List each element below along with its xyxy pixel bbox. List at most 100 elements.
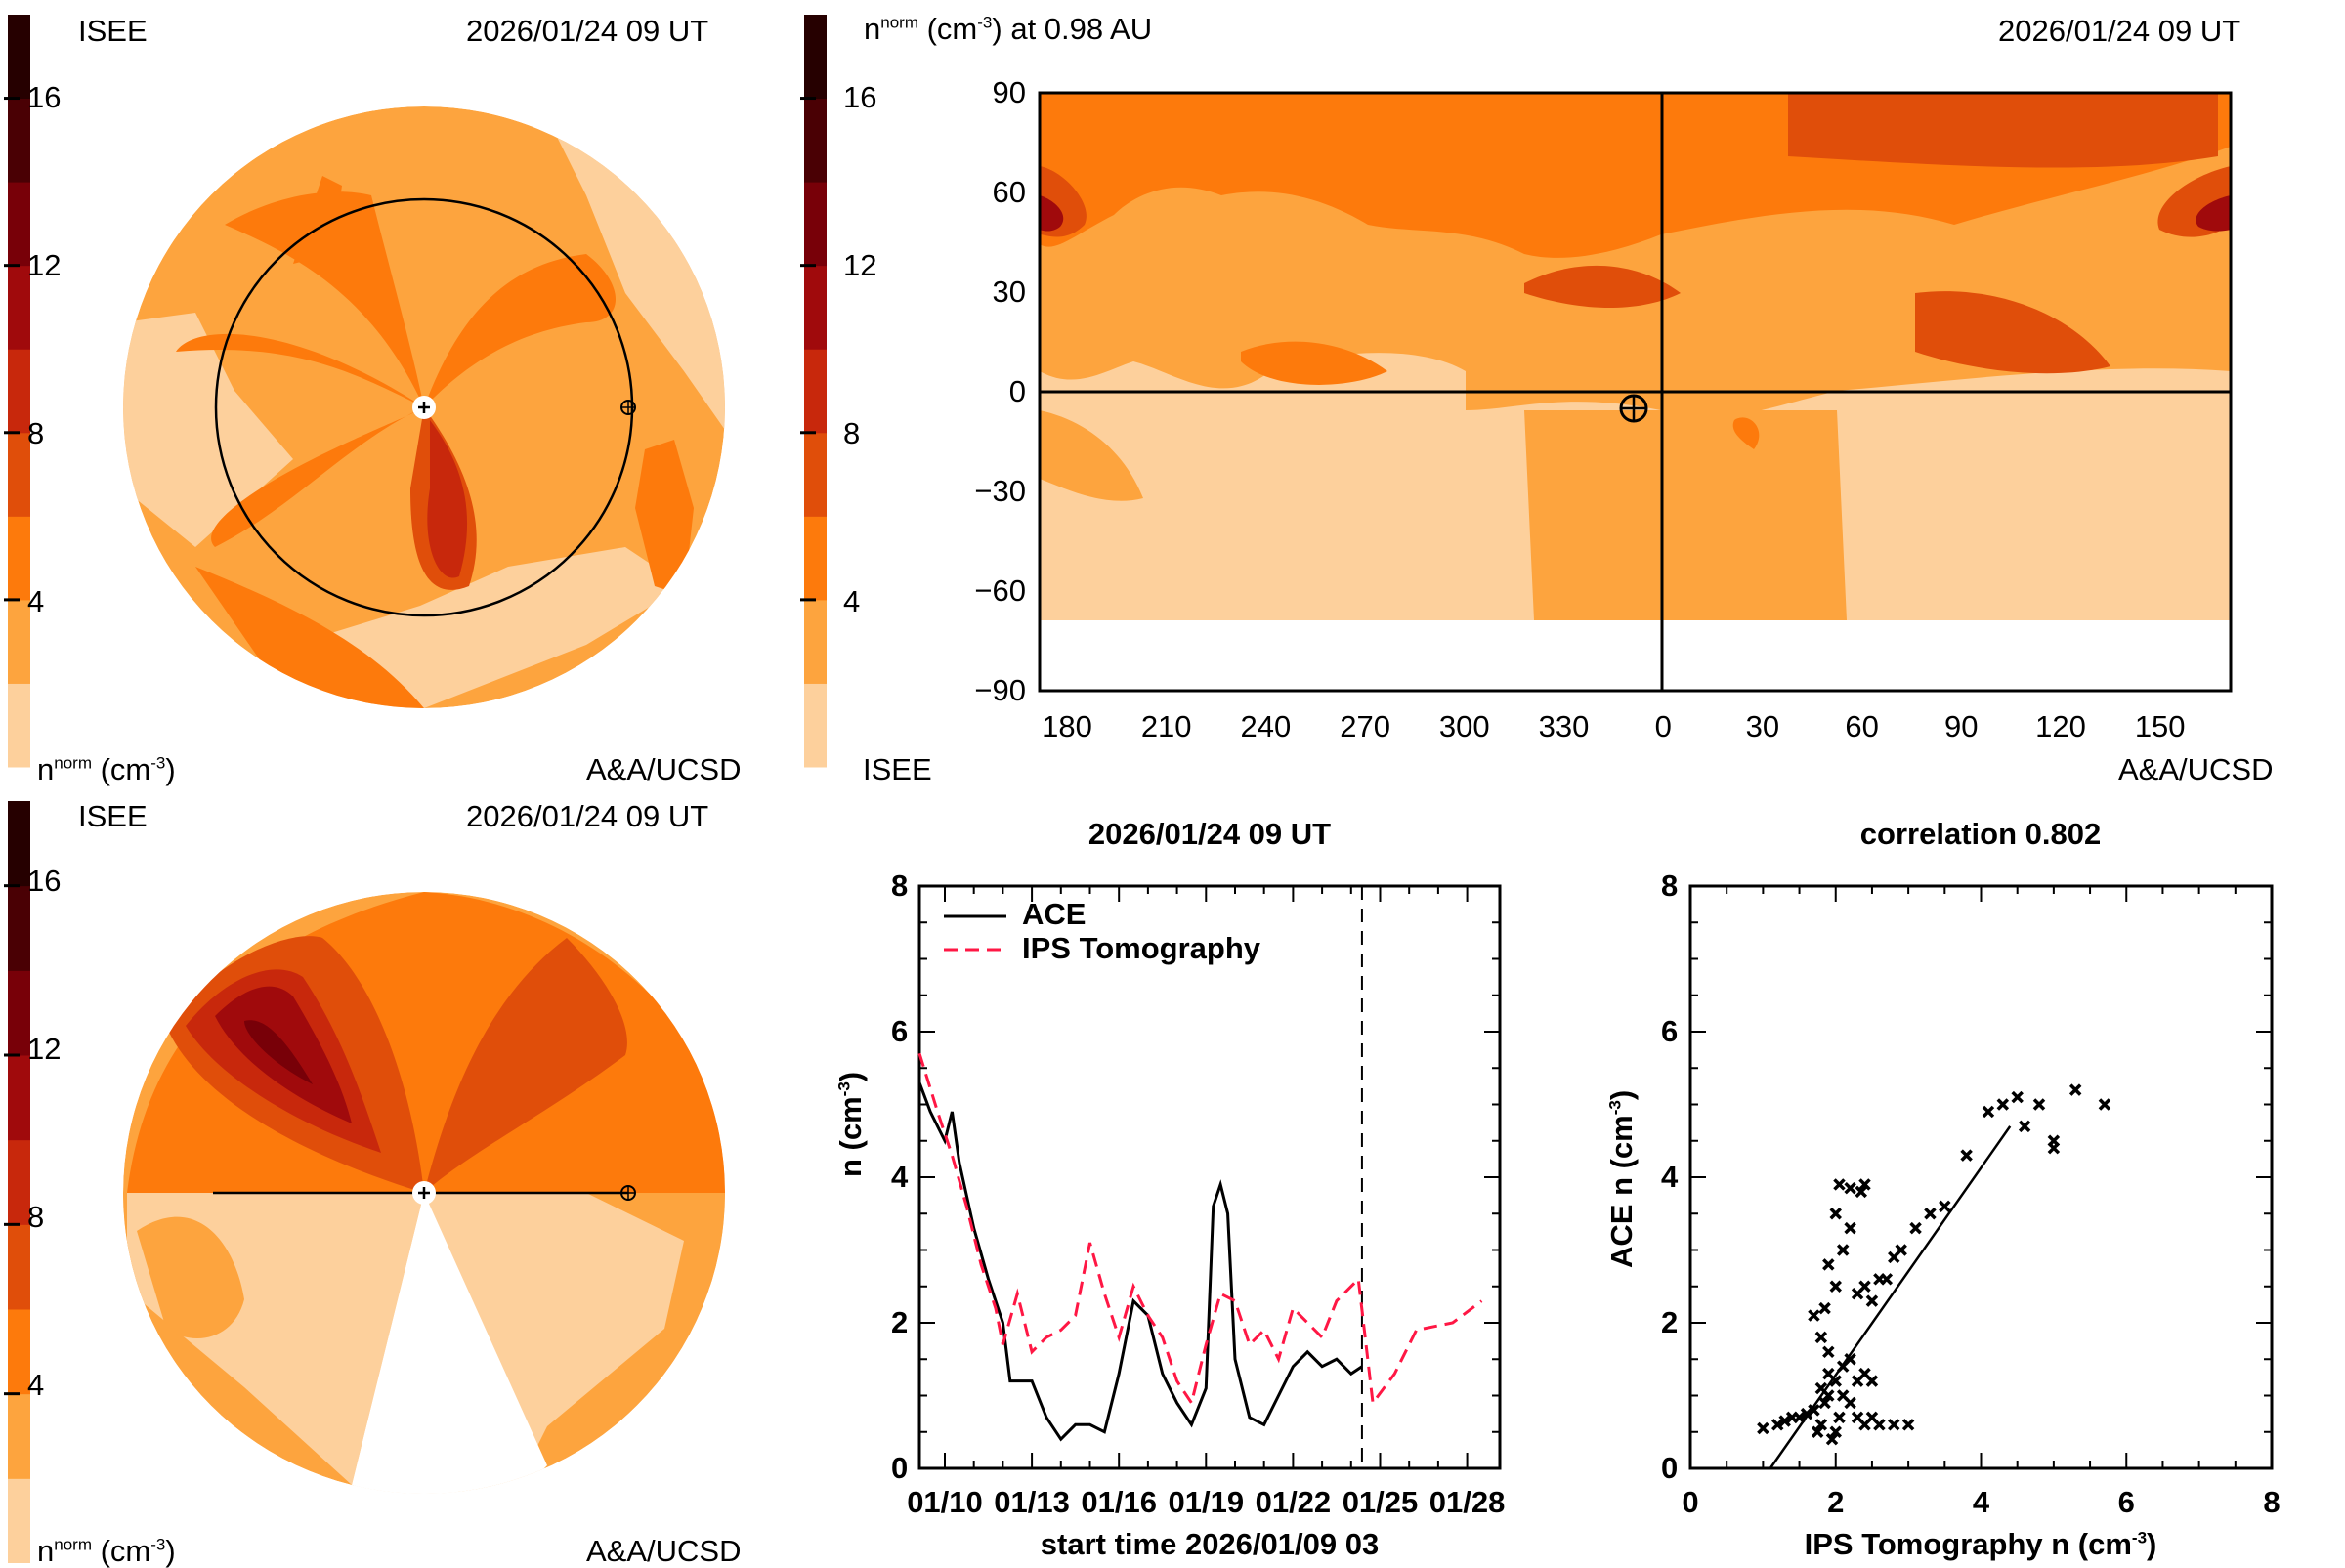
scatter-point — [1818, 1301, 1831, 1315]
org-label: ISEE — [78, 799, 148, 833]
x-tick-label: 01/13 — [994, 1485, 1070, 1519]
lon-tick-label: 30 — [1745, 709, 1780, 743]
scatter-point — [2011, 1090, 2024, 1104]
plot-frame — [1688, 884, 2274, 1470]
scatter-point — [1844, 1181, 1856, 1195]
scatter-point — [1909, 1221, 1922, 1235]
x-tick-label: 01/10 — [907, 1485, 983, 1519]
scatter-point — [1960, 1149, 1973, 1162]
colorbar-bottom-left — [4, 801, 30, 1563]
colorbar-tick: 4 — [843, 584, 861, 618]
colorbar-band — [8, 1224, 30, 1310]
colorbar-band — [8, 432, 30, 517]
scatter-point — [1858, 1178, 1871, 1191]
colorbar-band — [804, 98, 827, 183]
scatter-point — [1818, 1396, 1831, 1410]
y-tick-label: 4 — [891, 1160, 909, 1194]
y-tick-label: 0 — [891, 1451, 909, 1485]
series-ace-line — [917, 1081, 1363, 1442]
scatter-point — [1822, 1258, 1835, 1271]
unit-label: nnorm (cm-3) — [37, 752, 176, 786]
unit-label: nnorm (cm-3) — [37, 1534, 176, 1568]
scatter-point — [1771, 1419, 1784, 1431]
synoptic-map — [1038, 91, 2233, 693]
colorbar-top-right — [800, 15, 827, 768]
colorbar-band — [8, 599, 30, 684]
colorbar-band — [8, 98, 30, 183]
scatter-point — [1939, 1200, 1951, 1213]
y-tick-label: 6 — [891, 1014, 909, 1048]
scatter-point — [1880, 1273, 1894, 1286]
credit-label: A&A/UCSD — [586, 752, 742, 786]
scatter-point — [1808, 1404, 1820, 1417]
polar-density-map-top — [123, 106, 725, 708]
lon-tick-label: 240 — [1240, 709, 1292, 743]
colorbar-tick: 16 — [843, 80, 877, 114]
lon-tick-label: 90 — [1944, 709, 1979, 743]
y-tick-label: 8 — [891, 869, 909, 903]
scatter-point — [1844, 1396, 1856, 1410]
scatter-point — [1814, 1331, 1828, 1344]
y-tick-label: 2 — [1661, 1305, 1679, 1339]
scatter-point — [1836, 1244, 1850, 1256]
scatter-point — [1814, 1381, 1828, 1395]
lat-tick-label: −90 — [974, 673, 1026, 707]
scatter-point — [1822, 1345, 1835, 1359]
colorbar-band — [804, 516, 827, 601]
scatter-point — [1829, 1208, 1842, 1220]
colorbar-band — [8, 1309, 30, 1395]
credit-label: A&A/UCSD — [2118, 752, 2274, 786]
colorbar-band — [8, 349, 30, 434]
colorbar-band — [8, 885, 30, 971]
colorbar-tick: 12 — [27, 1032, 62, 1066]
x-tick-label: 0 — [1682, 1485, 1699, 1519]
lon-tick-label: 150 — [2134, 709, 2186, 743]
timeseries-ylabel: n (cm-3) — [833, 1071, 868, 1177]
polar-density-map-bottom — [123, 892, 725, 1494]
lon-tick-label: 0 — [1654, 709, 1672, 743]
lat-tick-label: 90 — [992, 75, 1026, 109]
lon-tick-label: 300 — [1438, 709, 1490, 743]
scatter-xlabel: IPS Tomography n (cm-3) — [1804, 1527, 2157, 1561]
colorbar-top-left — [4, 15, 30, 768]
colorbar-tick: 12 — [27, 248, 62, 282]
scatter-point — [1844, 1221, 1856, 1235]
y-tick-label: 6 — [1661, 1014, 1679, 1048]
scatter-point — [1833, 1411, 1846, 1424]
colorbar-tick: 16 — [27, 80, 62, 114]
x-tick-label: 01/19 — [1168, 1485, 1245, 1519]
colorbar-band — [804, 349, 827, 434]
scatter-point — [1800, 1407, 1813, 1420]
scatter-point — [1778, 1415, 1791, 1427]
lon-tick-label: 180 — [1042, 709, 1092, 743]
scatter-point — [1844, 1353, 1856, 1366]
lat-tick-label: 0 — [1008, 374, 1026, 408]
lat-tick-label: −30 — [974, 474, 1026, 508]
scatter-point — [1829, 1425, 1842, 1438]
timestamp: 2026/01/24 09 UT — [1998, 14, 2241, 48]
scatter-point — [1858, 1280, 1871, 1293]
colorbar-band — [8, 1393, 30, 1479]
colorbar-band — [8, 801, 30, 887]
scatter-point — [1996, 1098, 2010, 1111]
lon-tick-label: 60 — [1845, 709, 1879, 743]
lat-tick-label: 30 — [992, 275, 1026, 309]
y-tick-label: 4 — [1661, 1160, 1679, 1194]
colorbar-tick: 4 — [27, 584, 45, 618]
scatter-point — [1829, 1375, 1842, 1387]
credit-label: A&A/UCSD — [586, 1534, 742, 1568]
scatter-point — [1808, 1309, 1820, 1322]
map-title: nnorm (cm-3) at 0.98 AU — [864, 12, 1153, 46]
series-ips-line — [917, 1052, 1483, 1407]
lon-tick-label: 270 — [1340, 709, 1390, 743]
colorbar-tick: 4 — [27, 1368, 45, 1402]
y-tick-label: 8 — [1661, 869, 1679, 903]
colorbar-band — [804, 265, 827, 350]
colorbar-band — [804, 683, 827, 768]
scatter-ylabel: ACE n (cm-3) — [1604, 1089, 1639, 1268]
lon-tick-label: 120 — [2035, 709, 2086, 743]
colorbar-tick: 8 — [27, 416, 45, 450]
colorbar-band — [8, 1478, 30, 1563]
scatter-point — [2098, 1098, 2111, 1111]
colorbar-band — [8, 265, 30, 350]
